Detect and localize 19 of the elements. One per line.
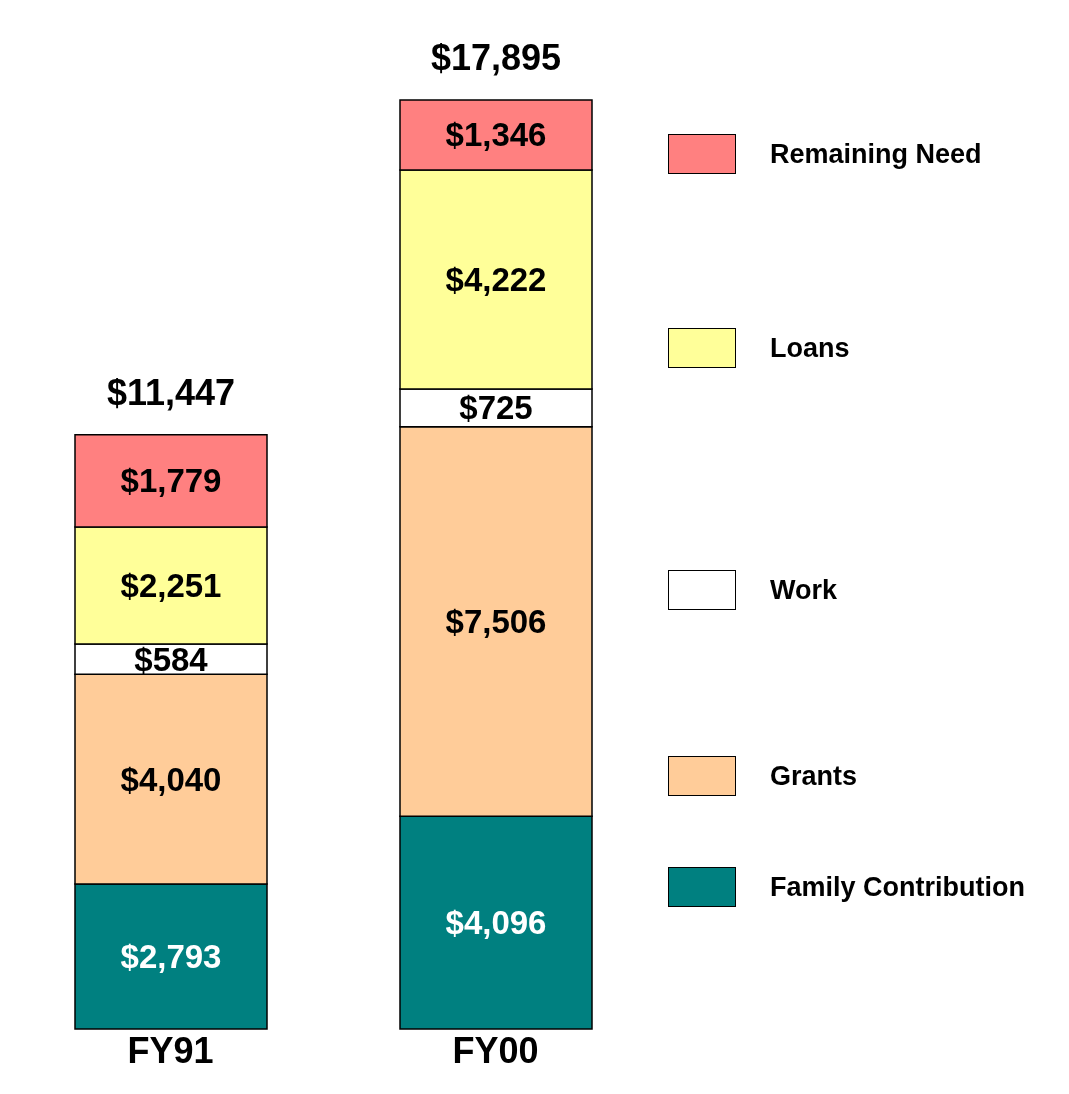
legend-label: Loans xyxy=(770,332,850,364)
data-label: $1,346 xyxy=(445,116,547,154)
legend-label: Grants xyxy=(770,760,858,792)
data-label: $1,779 xyxy=(120,462,222,500)
data-label: $4,096 xyxy=(445,904,547,942)
data-label: $2,793 xyxy=(120,938,222,975)
x-tick-label: FY91 xyxy=(127,1029,214,1071)
legend-label: Family Contribution xyxy=(770,871,1025,903)
data-label: $7,506 xyxy=(445,603,547,641)
legend-label: Work xyxy=(770,574,838,606)
data-label: $725 xyxy=(459,389,533,427)
data-label: $584 xyxy=(134,640,209,678)
x-tick-label: FY00 xyxy=(452,1029,539,1071)
total-label: $11,447 xyxy=(106,371,236,413)
data-label: $4,222 xyxy=(445,260,547,298)
total-label: $17,895 xyxy=(430,37,562,78)
data-label: $2,251 xyxy=(120,567,222,605)
legend-label: Remaining Need xyxy=(770,138,982,170)
data-label: $4,040 xyxy=(120,760,222,798)
